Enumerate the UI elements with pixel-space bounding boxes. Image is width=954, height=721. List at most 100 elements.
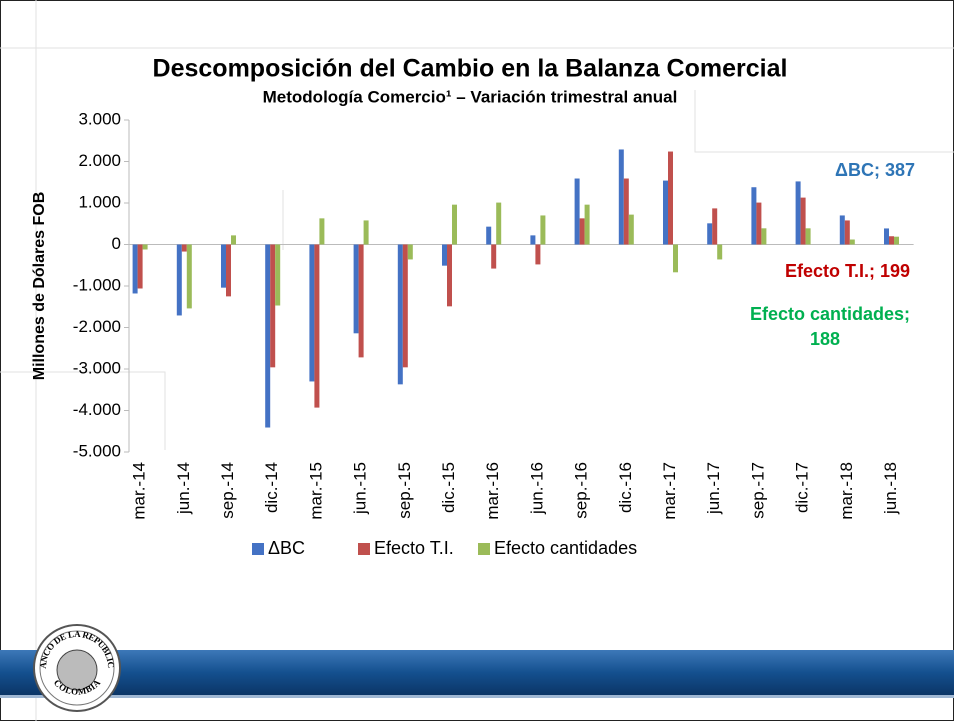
bar (309, 244, 315, 382)
x-tick-label: jun.-17 (704, 462, 723, 515)
bar (805, 228, 811, 245)
bar (712, 208, 718, 245)
bar (221, 244, 226, 288)
bar (358, 244, 364, 358)
bar (402, 244, 408, 368)
bar (628, 214, 634, 245)
bar (894, 236, 899, 245)
bar (761, 228, 767, 245)
bar (496, 202, 502, 245)
x-tick-label: dic.-16 (616, 462, 635, 513)
x-tick-label: mar.-18 (837, 462, 856, 520)
annotation: Efecto cantidades; (750, 304, 910, 324)
x-tick-label: sep.-15 (395, 462, 414, 519)
x-tick-label: jun.-16 (527, 462, 546, 515)
annotation: 188 (810, 329, 840, 349)
bar (132, 244, 138, 294)
bar (442, 244, 447, 266)
bar (707, 223, 713, 245)
bar (265, 244, 271, 428)
bar (800, 197, 806, 245)
y-tick-label: -3.000 (73, 358, 121, 377)
bar (176, 244, 182, 316)
legend-swatch (252, 543, 264, 555)
y-axis-label: Millones de Dólares FOB (31, 192, 48, 380)
bar (407, 244, 413, 260)
x-tick-label: dic.-17 (793, 462, 812, 513)
bar (884, 228, 889, 245)
y-tick-label: 3.000 (78, 109, 121, 128)
bar (181, 244, 187, 252)
x-tick-label: dic.-15 (439, 462, 458, 513)
legend-swatch (478, 543, 490, 555)
bar (353, 244, 359, 334)
legend-label: Efecto cantidades (494, 538, 637, 558)
bar (142, 244, 148, 250)
bar (186, 244, 192, 309)
bar (717, 244, 723, 260)
x-tick-label: jun.-14 (174, 462, 193, 515)
bar (530, 235, 536, 245)
x-tick-label: sep.-17 (748, 462, 767, 519)
bar (579, 218, 585, 245)
bar (486, 226, 492, 245)
x-tick-label: dic.-14 (262, 462, 281, 513)
x-tick-label: mar.-14 (130, 462, 149, 520)
legend-swatch (358, 543, 370, 555)
annotation: Efecto T.I.; 199 (785, 261, 910, 281)
legend-label: ΔBC (268, 538, 305, 558)
x-tick-label: sep.-14 (218, 462, 237, 519)
x-tick-label: mar.-15 (306, 462, 325, 520)
bar (226, 244, 231, 297)
bar (844, 220, 850, 245)
bar (839, 215, 845, 245)
y-tick-label: -5.000 (73, 441, 121, 460)
bar (540, 215, 546, 245)
x-tick-label: sep.-16 (572, 462, 591, 519)
bar (314, 244, 320, 408)
bar (319, 218, 325, 245)
legend-label: Efecto T.I. (374, 538, 454, 558)
bar (756, 202, 762, 245)
footer-band (0, 650, 954, 695)
annotation: ΔBC; 387 (835, 160, 915, 180)
y-tick-label: 0 (112, 234, 121, 253)
bar (849, 239, 855, 245)
y-tick-label: -4.000 (73, 400, 121, 419)
bar (397, 244, 403, 385)
bar (137, 244, 143, 289)
bar (889, 236, 894, 245)
x-tick-label: jun.-18 (881, 462, 900, 515)
x-tick-label: jun.-15 (351, 462, 370, 515)
bar (673, 244, 678, 273)
bar (623, 178, 629, 245)
bar (535, 244, 541, 265)
bar (452, 204, 457, 245)
bar (231, 235, 236, 245)
bar (270, 244, 276, 368)
bar (618, 149, 624, 245)
bar (795, 181, 801, 245)
bar (275, 244, 281, 306)
x-tick-label: mar.-16 (483, 462, 502, 520)
bar (574, 178, 580, 245)
y-tick-label: 2.000 (78, 151, 121, 170)
chart-subtitle: Metodología Comercio¹ – Variación trimes… (263, 87, 678, 106)
bar (751, 187, 757, 245)
bar (363, 220, 369, 245)
y-tick-label: 1.000 (78, 192, 121, 211)
chart-title: Descomposición del Cambio en la Balanza … (153, 55, 788, 83)
bar (491, 244, 497, 269)
bar (447, 244, 452, 307)
plot: -5.000 -4.000 -3.000 -2.000 -1.000 0 1.000 2.00… (73, 109, 915, 557)
bar (663, 180, 668, 245)
x-tick-label: mar.-17 (660, 462, 679, 520)
y-tick-label: -2.000 (73, 317, 121, 336)
bar (584, 204, 590, 245)
footer-rule (0, 695, 954, 698)
y-tick-label: -1.000 (73, 275, 121, 294)
bar (668, 151, 673, 245)
